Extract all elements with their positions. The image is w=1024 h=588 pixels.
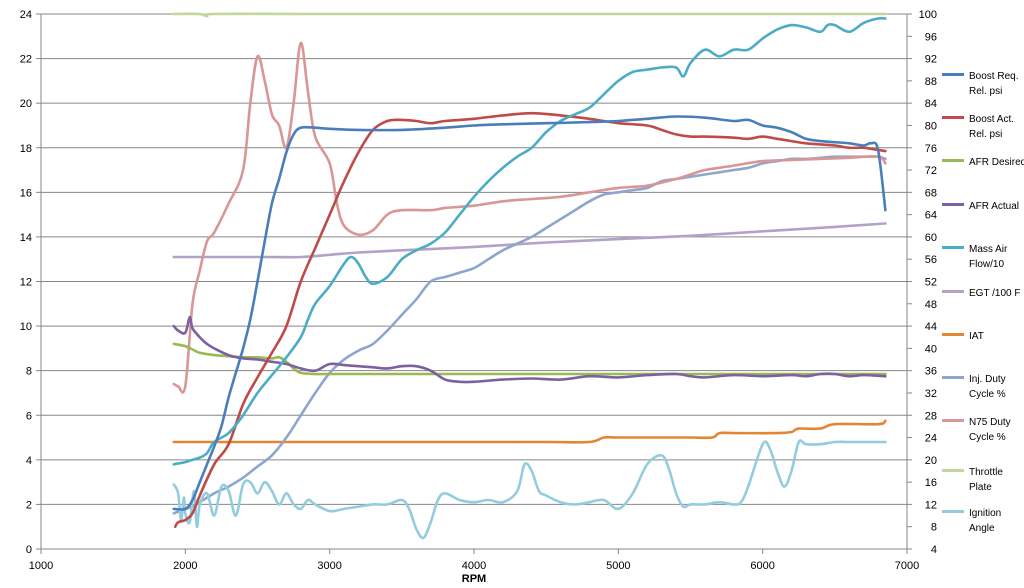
legend-label: IAT xyxy=(969,331,984,342)
y2-tick-label: 52 xyxy=(925,277,937,289)
y2-tick-label: 8 xyxy=(931,522,937,534)
y-tick-label: 10 xyxy=(20,321,32,333)
x-tick-label: 4000 xyxy=(462,560,486,572)
y-tick-label: 2 xyxy=(26,499,32,511)
series-line-afr-actual xyxy=(172,315,887,384)
y2-tick-label: 88 xyxy=(925,76,937,88)
series-line-afr-desired xyxy=(172,342,887,376)
y-tick-label: 16 xyxy=(20,187,32,199)
series-line-mass-air-flow-10 xyxy=(172,16,887,466)
y-tick-label: 6 xyxy=(26,410,32,422)
y-tick-label: 18 xyxy=(20,143,32,155)
legend-swatch xyxy=(942,203,964,206)
legend-label: Mass Air Flow/10 xyxy=(969,244,1008,270)
y2-axis-ticks: 4812162024283236404448525660646872768084… xyxy=(907,9,937,556)
series-line-iat xyxy=(172,419,887,444)
series-line-egt-100-f xyxy=(172,222,887,259)
series-lines xyxy=(172,12,887,540)
series-line-boost-act-rel-psi xyxy=(173,111,887,528)
x-tick-label: 3000 xyxy=(317,560,341,572)
series-line-boost-req-rel-psi xyxy=(172,115,887,511)
y-tick-label: 12 xyxy=(20,277,32,289)
x-tick-label: 7000 xyxy=(895,560,919,572)
legend-swatch xyxy=(942,419,964,422)
legend-swatch xyxy=(942,246,964,249)
y2-tick-label: 92 xyxy=(925,54,937,66)
y2-tick-label: 72 xyxy=(925,165,937,177)
x-tick-label: 1000 xyxy=(29,560,53,572)
series-line-inj-duty-cycle xyxy=(172,155,887,515)
y2-tick-label: 56 xyxy=(925,254,937,266)
legend-label: AFR Desired xyxy=(969,157,1024,168)
y-tick-label: 22 xyxy=(20,54,32,66)
series-line-throttle-plate xyxy=(172,12,887,18)
y2-tick-label: 20 xyxy=(925,455,937,467)
series-line-ignition-angle xyxy=(172,439,887,540)
legend-label: N75 Duty Cycle % xyxy=(969,417,1011,443)
y2-tick-label: 60 xyxy=(925,232,937,244)
legend-swatch xyxy=(942,290,964,293)
y-tick-label: 14 xyxy=(20,232,32,244)
legend-label: Boost Req. Rel. psi xyxy=(969,71,1019,97)
y-tick-label: 20 xyxy=(20,98,32,110)
y2-tick-label: 16 xyxy=(925,477,937,489)
y2-tick-label: 100 xyxy=(919,9,937,21)
legend-swatch xyxy=(942,333,964,336)
legend-label: Throttle Plate xyxy=(969,467,1003,493)
y-tick-label: 24 xyxy=(20,9,32,21)
y2-tick-label: 32 xyxy=(925,388,937,400)
y2-tick-label: 84 xyxy=(925,98,937,110)
x-tick-label: 5000 xyxy=(606,560,630,572)
x-tick-label: 6000 xyxy=(750,560,774,572)
legend-label: AFR Actual xyxy=(969,201,1020,212)
series-line-n75-duty-cycle xyxy=(172,41,887,394)
legend-label: Boost Act. Rel. psi xyxy=(969,114,1015,140)
legend-label: EGT /100 F xyxy=(969,288,1021,299)
y2-tick-label: 44 xyxy=(925,321,937,333)
y2-tick-label: 68 xyxy=(925,187,937,199)
legend-swatch xyxy=(942,376,964,379)
y2-tick-label: 36 xyxy=(925,366,937,378)
y2-tick-label: 48 xyxy=(925,299,937,311)
legend-label: Inj. Duty Cycle % xyxy=(969,374,1006,400)
y2-tick-label: 96 xyxy=(925,31,937,43)
legend-swatch xyxy=(942,159,964,162)
y2-tick-label: 24 xyxy=(925,433,937,445)
y2-tick-label: 64 xyxy=(925,210,937,222)
legend-swatch xyxy=(942,73,964,76)
y2-tick-label: 80 xyxy=(925,120,937,132)
y2-tick-label: 12 xyxy=(925,499,937,511)
y-tick-label: 8 xyxy=(26,366,32,378)
x-axis-ticks: 1000 2000 3000 4000 5000 6000 7000 xyxy=(29,549,919,572)
legend-swatch xyxy=(942,510,964,513)
y2-tick-label: 4 xyxy=(931,544,937,556)
y2-tick-label: 40 xyxy=(925,343,937,355)
y2-tick-label: 76 xyxy=(925,143,937,155)
x-axis-title: RPM xyxy=(462,573,486,585)
y-tick-label: 4 xyxy=(26,455,32,467)
x-tick-label: 2000 xyxy=(173,560,197,572)
y-tick-label: 0 xyxy=(26,544,32,556)
legend-label: Ignition Angle xyxy=(969,508,1002,534)
legend-swatch xyxy=(942,116,964,119)
y2-tick-label: 28 xyxy=(925,410,937,422)
legend-swatch xyxy=(942,469,964,472)
